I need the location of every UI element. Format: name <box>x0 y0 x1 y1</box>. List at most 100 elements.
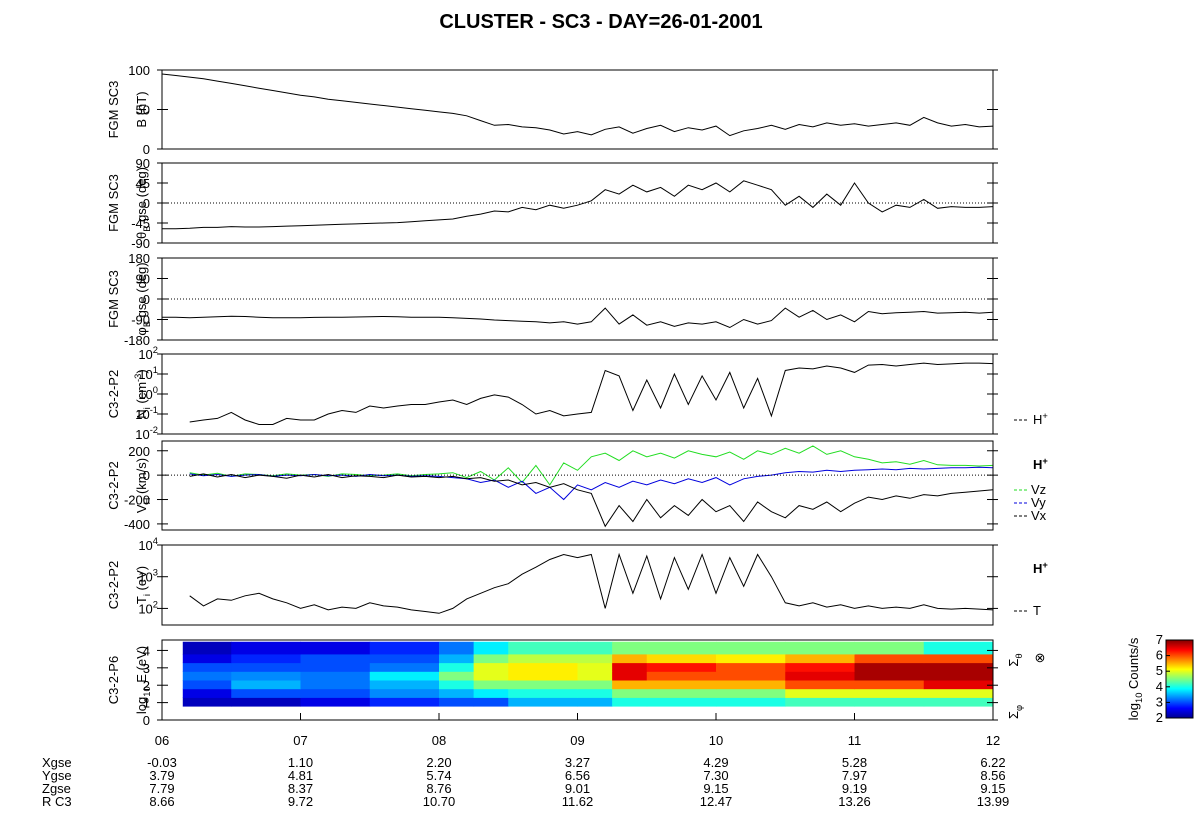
y-axis-label: φB gse (deg) <box>134 262 152 335</box>
text-part: H <box>1033 457 1042 472</box>
y-tick-label: 90 <box>136 272 150 287</box>
text-part: 3 <box>153 568 158 578</box>
text-part: φ <box>1014 705 1024 711</box>
text-part: 2 <box>153 599 158 609</box>
spectrogram-cell <box>300 653 371 664</box>
text-part: 10 <box>135 427 149 442</box>
colorbar-label: log10 Counts/s <box>1126 637 1144 720</box>
x-tick-label: 12 <box>986 733 1000 748</box>
y-tick-label: 0 <box>143 142 150 157</box>
orbit-value: 3.27 <box>565 755 590 770</box>
text-part: (eV) <box>134 566 149 594</box>
spectrogram-cell <box>923 653 994 664</box>
colorbar-tick-label: 6 <box>1156 648 1163 663</box>
orbit-value: 2.20 <box>426 755 451 770</box>
y-tick-label: 103 <box>138 568 158 585</box>
text-part: gse (deg) <box>134 262 149 321</box>
spectrogram-cell <box>785 697 855 707</box>
orbit-value: 8.76 <box>426 781 451 796</box>
spectrogram-cell <box>369 653 440 664</box>
spectrogram-cell <box>473 688 509 698</box>
text-part: log <box>134 697 149 714</box>
x-tick-label: 07 <box>293 733 307 748</box>
text-part: H <box>1033 412 1042 427</box>
spectrogram-cell <box>612 662 648 672</box>
text-part: T <box>1033 603 1041 618</box>
spectrogram-cell <box>646 671 717 681</box>
text-part: i <box>142 407 152 409</box>
spectrogram-cell <box>300 697 371 707</box>
text-part: θ <box>134 232 149 239</box>
orbit-value: 10.70 <box>423 794 456 809</box>
spectrogram-cell <box>231 680 301 690</box>
spectrogram-cell <box>182 680 232 690</box>
spectrogram-cell <box>473 671 509 681</box>
spectrogram-cell <box>369 641 440 655</box>
text-part: 2 <box>153 345 158 355</box>
legend-label: Vy <box>1031 495 1046 510</box>
spectrogram-cell <box>612 641 648 655</box>
spectrogram-cell <box>854 697 925 707</box>
orbit-value: 9.15 <box>703 781 728 796</box>
text-part: Counts/s <box>1126 637 1141 692</box>
orbit-value: 3.79 <box>149 768 174 783</box>
instrument-label: C3-2-P2 <box>106 370 121 418</box>
spectrogram-cell <box>785 662 855 672</box>
text-part: H <box>142 498 152 505</box>
orbit-value: 8.37 <box>288 781 313 796</box>
y-tick-label: 90 <box>136 156 150 171</box>
spectrogram-cell <box>854 688 925 698</box>
y-tick-label: 3 <box>143 661 150 676</box>
spectrogram-cell <box>646 680 717 690</box>
spectrogram-cell <box>508 641 578 655</box>
instrument-label: FGM SC3 <box>106 270 121 328</box>
text-part: B <box>142 226 152 232</box>
y-axis-label: θB gse (deg) <box>134 167 152 239</box>
spectrogram-cell <box>646 641 717 655</box>
text-part: Σ <box>1006 711 1021 719</box>
spectrogram-cell <box>300 688 371 698</box>
text-part: gse (deg) <box>134 167 149 226</box>
orbit-value: 9.01 <box>565 781 590 796</box>
y-tick-label: 102 <box>138 345 158 362</box>
data-line <box>161 73 994 137</box>
colorbar <box>1165 639 1194 719</box>
spectrogram-cell <box>439 688 475 698</box>
panel-frame <box>161 257 994 341</box>
spectrogram-cell <box>439 641 475 655</box>
text-part: H <box>1033 561 1042 576</box>
instrument-label: C3-2-P2 <box>106 461 121 509</box>
spectrogram-cell <box>646 662 717 672</box>
orbit-value: 13.99 <box>977 794 1010 809</box>
spectrogram-cell <box>508 688 578 698</box>
text-part: Σ <box>1006 659 1021 667</box>
spectrogram-cell <box>231 641 301 655</box>
y-tick-label: 10-2 <box>135 425 158 442</box>
text-part: 0 <box>153 385 158 395</box>
y-tick-label: 0 <box>143 468 150 483</box>
y-tick-label: 180 <box>128 251 150 266</box>
orbit-value: 13.26 <box>838 794 871 809</box>
x-tick-label: 06 <box>155 733 169 748</box>
text-part: ) <box>134 369 149 373</box>
orbit-value: 7.97 <box>842 768 867 783</box>
colorbar-tick-label: 7 <box>1156 632 1163 647</box>
text-part: 10 <box>138 570 152 585</box>
spectrogram-cell <box>923 641 994 655</box>
spectrogram-cell <box>577 671 613 681</box>
y-tick-label: 4 <box>143 643 150 658</box>
spectrogram-cell <box>369 697 440 707</box>
orbit-value: 9.72 <box>288 794 313 809</box>
spectrogram-cell <box>577 662 613 672</box>
key-label: T <box>1033 603 1041 618</box>
y-tick-label: 100 <box>138 385 158 402</box>
y-tick-label: 101 <box>138 365 158 382</box>
spectrogram-cell <box>785 641 855 655</box>
text-part: (cm <box>134 382 149 407</box>
spectrogram-cell <box>716 680 786 690</box>
colorbar-tick-label: 5 <box>1156 663 1163 678</box>
y-tick-label: -45 <box>131 216 150 231</box>
species-tag: H+ <box>1033 560 1048 576</box>
spectrogram-cell <box>612 688 648 698</box>
